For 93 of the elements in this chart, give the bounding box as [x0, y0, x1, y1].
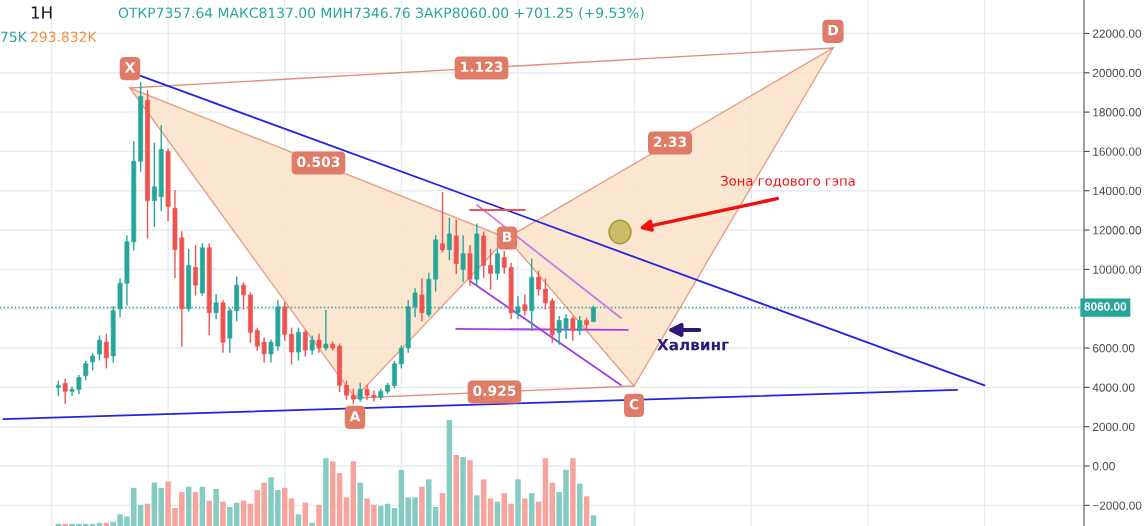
y-tick-label: 14000.00: [1093, 186, 1142, 196]
bar: [288, 498, 295, 526]
bar: [590, 515, 597, 526]
bar: [487, 498, 494, 526]
y-tick-label: 20000.00: [1092, 68, 1142, 78]
bar: [62, 523, 68, 526]
candlestick: [213, 294, 219, 320]
candlestick: [296, 327, 301, 361]
candlestick: [302, 329, 308, 357]
bar: [515, 479, 521, 526]
bar: [439, 493, 446, 526]
bar: [247, 503, 254, 526]
bar: [419, 486, 425, 526]
annotation: C: [629, 398, 639, 410]
annotation: Зона годового гэпа: [721, 175, 855, 188]
y-tick-label: 16000.00: [1093, 147, 1142, 156]
bar: [474, 495, 480, 526]
candlestick: [570, 315, 576, 341]
candlestick: [392, 361, 397, 389]
candlestick: [289, 327, 294, 365]
chart-subtitle: ОТКР7357.64 МАКС8137.00 МИН7346.76 ЗАКР8060.00 +701.25 (+9.53%): [118, 7, 644, 20]
bar: [336, 473, 343, 526]
candlestick: [536, 270, 541, 296]
annotation: D: [828, 25, 839, 36]
candlestick: [515, 296, 521, 320]
annotation: X: [124, 62, 136, 73]
y-tick-label: 0.00: [1092, 462, 1115, 471]
candlestick: [446, 217, 452, 261]
candlestick: [522, 294, 528, 316]
bar: [295, 514, 302, 526]
bar: [446, 420, 453, 526]
candlestick: [440, 192, 445, 253]
candlestick: [103, 333, 109, 369]
candlestick: [419, 278, 425, 322]
annotation: 0.503: [297, 156, 340, 168]
y-tick-label: −2000.00: [1092, 501, 1142, 510]
y-tick-label: 6000.00: [1092, 344, 1135, 353]
bar: [144, 503, 151, 526]
candlestick: [151, 142, 157, 227]
candlestick: [62, 378, 68, 404]
bar: [316, 504, 322, 526]
bar: [467, 460, 473, 526]
bar: [570, 458, 576, 526]
annotation: 2.33: [653, 136, 687, 148]
bar: [535, 501, 542, 526]
bar: [350, 461, 357, 526]
bar: [549, 482, 556, 526]
bar: [281, 487, 288, 526]
bar: [343, 497, 350, 526]
bar: [576, 483, 583, 526]
bar: [185, 486, 192, 526]
y-tick-label: 10000.00: [1093, 265, 1142, 274]
bar: [357, 482, 363, 526]
bar: [330, 461, 336, 526]
annotation: B: [502, 231, 512, 242]
bar: [199, 486, 206, 526]
y-tick-label: 18000.00: [1093, 108, 1142, 117]
candlestick: [543, 278, 548, 310]
annotation: 75K: [1, 31, 28, 43]
y-tick-label: 4000.00: [1092, 383, 1135, 392]
bar: [453, 454, 459, 526]
y-tick-label: 22000.00: [1092, 29, 1142, 38]
annotation: 293.832K: [31, 31, 97, 43]
bar: [460, 457, 466, 526]
bar: [583, 496, 590, 526]
bar: [528, 493, 535, 526]
candlestick: [460, 235, 466, 282]
bar: [220, 501, 226, 526]
bar: [309, 522, 315, 526]
bar: [323, 458, 329, 526]
bar: [480, 479, 487, 526]
candlestick: [398, 345, 404, 369]
bar: [302, 502, 309, 526]
annotation: A: [349, 411, 361, 422]
bar: [213, 488, 219, 526]
bar: [542, 458, 549, 526]
y-tick-label: 12000.00: [1093, 226, 1142, 235]
candlestick: [488, 249, 493, 290]
y-tick-label: 2000.00: [1092, 422, 1135, 432]
annotation: 0.925: [473, 385, 516, 397]
bar: [522, 498, 528, 526]
bar: [192, 492, 199, 526]
candlestick: [193, 245, 198, 296]
candlestick: [495, 249, 500, 280]
bar: [391, 507, 398, 526]
ref-line-label: 8060.00: [1084, 302, 1127, 311]
candlestick: [97, 335, 102, 361]
candlestick: [241, 282, 246, 310]
bar: [494, 501, 501, 526]
candlestick: [323, 309, 329, 351]
annotation: Халвинг: [657, 339, 729, 351]
annotation: 1.123: [461, 61, 503, 73]
chart-title: 1H: [31, 6, 52, 19]
